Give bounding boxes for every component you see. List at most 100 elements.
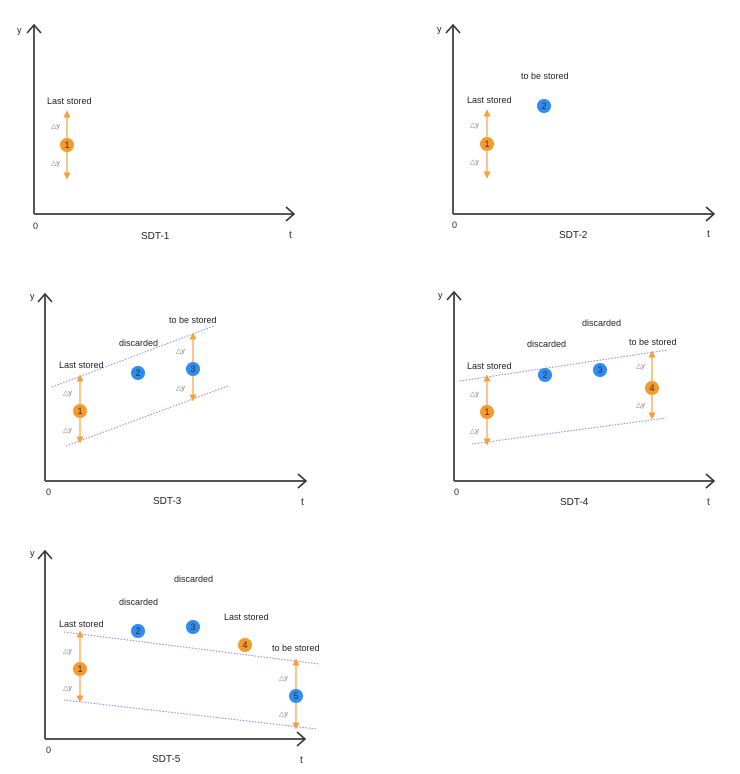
delta-y-label: △y (176, 385, 185, 392)
delta-y-label: △y (470, 391, 479, 398)
point-4-stored (238, 638, 252, 652)
panel-sdt-2: y 0 t SDT-2 to be stored Last stored △y … (437, 23, 716, 241)
point-1-stored (480, 137, 494, 151)
origin-label: 0 (46, 487, 51, 497)
panel-caption: SDT-5 (152, 754, 181, 765)
y-axis-label: y (30, 548, 35, 558)
origin-label: 0 (454, 487, 459, 497)
lower-boundary-line (63, 699, 318, 730)
delta-y-label: △y (176, 348, 185, 355)
point-number: 3 (190, 364, 195, 374)
t-axis-label: t (300, 755, 303, 766)
delta-y-label: △y (63, 427, 72, 434)
discarded-label: discarded (527, 339, 566, 349)
point-3-candidate (186, 362, 200, 376)
y-axis-arrow-icon (37, 292, 53, 303)
point-number: 1 (77, 664, 82, 674)
panel-sdt-4: y 0 t SDT-4 discarded discarded to be st… (438, 290, 716, 508)
to-be-stored-label: to be stored (169, 315, 217, 325)
last-stored-label: Last stored (59, 360, 104, 370)
delta-y-label: △y (51, 160, 60, 167)
y-axis-label: y (17, 25, 22, 35)
point-number: 3 (597, 365, 602, 375)
y-axis-arrow-icon (446, 290, 462, 301)
x-axis-arrow-icon (705, 473, 716, 489)
point-5-candidate (289, 689, 303, 703)
last-stored-label: Last stored (224, 612, 269, 622)
discarded-label: discarded (174, 574, 213, 584)
last-stored-label: Last stored (467, 95, 512, 105)
upper-boundary-line (51, 325, 215, 388)
panel-caption: SDT-4 (560, 497, 589, 508)
x-axis-arrow-icon (705, 206, 716, 222)
point-number: 1 (484, 407, 489, 417)
point-3-candidate (186, 620, 200, 634)
y-axis-arrow-icon (26, 23, 42, 34)
y-axis-label: y (437, 24, 442, 34)
delta-y-label: △y (636, 402, 645, 409)
t-axis-label: t (289, 230, 292, 241)
upper-boundary-line (63, 631, 320, 665)
delta-y-label: △y (279, 675, 288, 682)
t-axis-label: t (707, 229, 710, 240)
delta-y-label: △y (636, 363, 645, 370)
lower-boundary-line (65, 385, 229, 447)
point-number: 2 (542, 370, 547, 380)
origin-label: 0 (33, 221, 38, 231)
discarded-label: discarded (119, 338, 158, 348)
point-number: 2 (541, 101, 546, 111)
to-be-stored-label: to be stored (521, 71, 569, 81)
panel-sdt-1: y 0 t SDT-1 Last stored △y △y 1 (17, 23, 296, 242)
point-number: 1 (484, 139, 489, 149)
last-stored-label: Last stored (467, 361, 512, 371)
point-1-stored (60, 138, 74, 152)
point-2-candidate (131, 624, 145, 638)
point-3-candidate (593, 363, 607, 377)
point-number: 4 (649, 383, 654, 393)
t-axis-label: t (707, 497, 710, 508)
panel-sdt-3: y 0 t SDT-3 to be stored discarded Last … (30, 291, 308, 508)
point-number: 1 (77, 406, 82, 416)
delta-y-label: △y (63, 390, 72, 397)
to-be-stored-label: to be stored (629, 337, 677, 347)
discarded-label: discarded (582, 318, 621, 328)
y-axis-label: y (30, 291, 35, 301)
last-stored-label: Last stored (59, 619, 104, 629)
delta-y-label: △y (470, 159, 479, 166)
x-axis-arrow-icon (285, 206, 296, 222)
panel-sdt-5: y 0 t SDT-5 discarded discarded Last sto… (30, 548, 320, 766)
panel-caption: SDT-2 (559, 230, 588, 241)
y-axis-arrow-icon (445, 23, 461, 34)
y-axis-arrow-icon (37, 549, 53, 560)
origin-label: 0 (452, 220, 457, 230)
delta-y-label: △y (51, 123, 60, 130)
panel-caption: SDT-3 (153, 496, 182, 507)
point-number: 1 (64, 140, 69, 150)
t-axis-label: t (301, 497, 304, 508)
delta-y-label: △y (63, 685, 72, 692)
point-number: 2 (135, 626, 140, 636)
lower-boundary-line (471, 417, 667, 445)
point-2-candidate (538, 368, 552, 382)
point-number: 2 (135, 368, 140, 378)
upper-boundary-line (459, 349, 669, 382)
point-2-candidate (131, 366, 145, 380)
to-be-stored-label: to be stored (272, 643, 320, 653)
origin-label: 0 (46, 745, 51, 755)
delta-y-label: △y (470, 428, 479, 435)
y-axis-label: y (438, 290, 443, 300)
delta-y-label: △y (279, 711, 288, 718)
point-1-stored (480, 405, 494, 419)
point-number: 5 (293, 691, 298, 701)
point-4-stored (645, 381, 659, 395)
delta-y-label: △y (470, 122, 479, 129)
panel-caption: SDT-1 (141, 231, 170, 242)
point-2-candidate (537, 99, 551, 113)
point-1-stored (73, 404, 87, 418)
x-axis-arrow-icon (297, 473, 308, 489)
point-number: 3 (190, 622, 195, 632)
last-stored-label: Last stored (47, 96, 92, 106)
point-1-stored (73, 662, 87, 676)
x-axis-arrow-icon (296, 731, 307, 747)
